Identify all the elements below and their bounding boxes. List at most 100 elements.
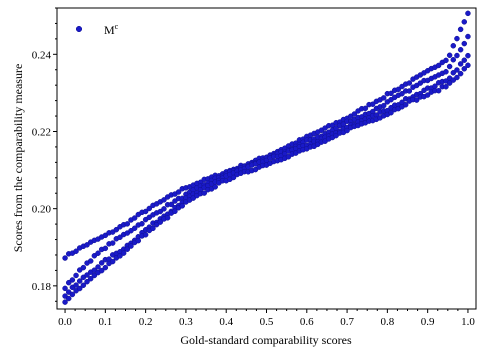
data-point	[212, 184, 218, 190]
data-point	[344, 127, 350, 134]
data-point	[87, 275, 94, 282]
data-point	[201, 190, 207, 196]
data-point	[175, 189, 182, 195]
data-point	[164, 215, 171, 221]
data-point	[161, 197, 167, 203]
data-point	[388, 90, 394, 97]
data-point	[461, 57, 468, 63]
data-point	[124, 246, 131, 253]
data-point	[98, 267, 105, 274]
data-point	[380, 102, 387, 109]
data-point	[65, 295, 72, 302]
data-point	[84, 278, 90, 285]
data-point	[424, 92, 431, 98]
data-point	[465, 52, 471, 59]
data-point	[402, 102, 409, 108]
data-point	[465, 33, 471, 40]
data-point	[102, 245, 109, 252]
data-point	[76, 285, 83, 292]
data-point	[443, 83, 449, 90]
data-point	[179, 203, 186, 209]
data-point	[62, 255, 68, 261]
data-point	[120, 250, 127, 256]
data-point	[454, 52, 460, 59]
x-tick-label: 1.0	[461, 316, 475, 328]
data-point	[446, 63, 453, 70]
data-point	[150, 225, 156, 232]
x-tick-label: 0.7	[340, 316, 354, 328]
data-point	[457, 46, 464, 53]
data-point	[131, 215, 138, 221]
legend-label: Mc	[104, 22, 119, 37]
data-point	[84, 242, 90, 248]
data-point	[168, 201, 175, 208]
x-tick-label: 0.2	[139, 316, 153, 328]
data-point	[465, 10, 471, 17]
data-point	[413, 97, 420, 103]
data-point	[450, 77, 457, 83]
y-tick-label: 0.18	[32, 281, 52, 293]
data-point	[457, 26, 464, 33]
x-tick-label: 0.0	[58, 316, 72, 328]
x-axis-ticks: 0.0 0.1 0.2 0.3 0.4 0.5 0.6 0.7 0.8 0.9 1.0	[58, 309, 475, 328]
data-point	[142, 208, 149, 215]
data-point	[76, 278, 83, 284]
y-tick-label: 0.20	[32, 204, 52, 216]
legend-marker	[75, 25, 83, 33]
data-point	[84, 272, 90, 278]
data-point	[461, 66, 468, 72]
data-point	[146, 205, 153, 212]
data-point	[369, 101, 376, 107]
data-point	[443, 57, 449, 64]
data-point	[406, 88, 413, 94]
y-tick-label: 0.24	[32, 49, 52, 61]
data-point	[465, 62, 471, 69]
data-point	[113, 226, 120, 233]
data-points	[62, 10, 471, 305]
data-point	[95, 250, 101, 256]
data-point	[461, 40, 468, 47]
data-point	[117, 234, 123, 241]
data-point	[65, 279, 72, 286]
data-point	[142, 232, 149, 238]
data-point	[62, 285, 68, 292]
data-point	[454, 67, 460, 73]
legend: Mc	[75, 22, 119, 37]
data-point	[80, 282, 87, 289]
data-point	[351, 111, 358, 117]
data-point	[91, 272, 98, 279]
data-point	[461, 19, 468, 25]
x-axis-label: Gold-standard comparability scores	[180, 333, 352, 347]
data-point	[230, 174, 237, 181]
data-point	[69, 277, 76, 283]
data-point	[380, 95, 387, 101]
data-point	[395, 86, 402, 93]
legend-series-name: M	[104, 23, 115, 37]
x-tick-label: 0.6	[300, 316, 314, 328]
data-point	[87, 258, 94, 264]
y-axis-ticks: 0.18 0.20 0.22 0.24	[32, 7, 57, 302]
data-point	[457, 61, 464, 67]
data-point	[161, 206, 167, 212]
data-point	[450, 43, 457, 49]
data-point	[62, 299, 68, 305]
data-point	[102, 264, 109, 271]
data-point	[98, 260, 105, 266]
data-point	[73, 248, 79, 255]
data-point	[172, 208, 178, 215]
data-point	[362, 105, 369, 112]
data-point	[80, 264, 87, 271]
data-point	[446, 80, 453, 86]
x-tick-label: 0.8	[380, 316, 394, 328]
data-point	[131, 225, 138, 232]
data-point	[435, 87, 442, 94]
data-point	[450, 70, 457, 76]
data-point	[135, 237, 142, 244]
data-point	[435, 62, 442, 69]
data-point	[446, 52, 453, 59]
x-tick-label: 0.3	[179, 316, 193, 328]
data-point	[73, 282, 79, 288]
data-point	[450, 57, 457, 63]
data-point	[457, 70, 464, 77]
